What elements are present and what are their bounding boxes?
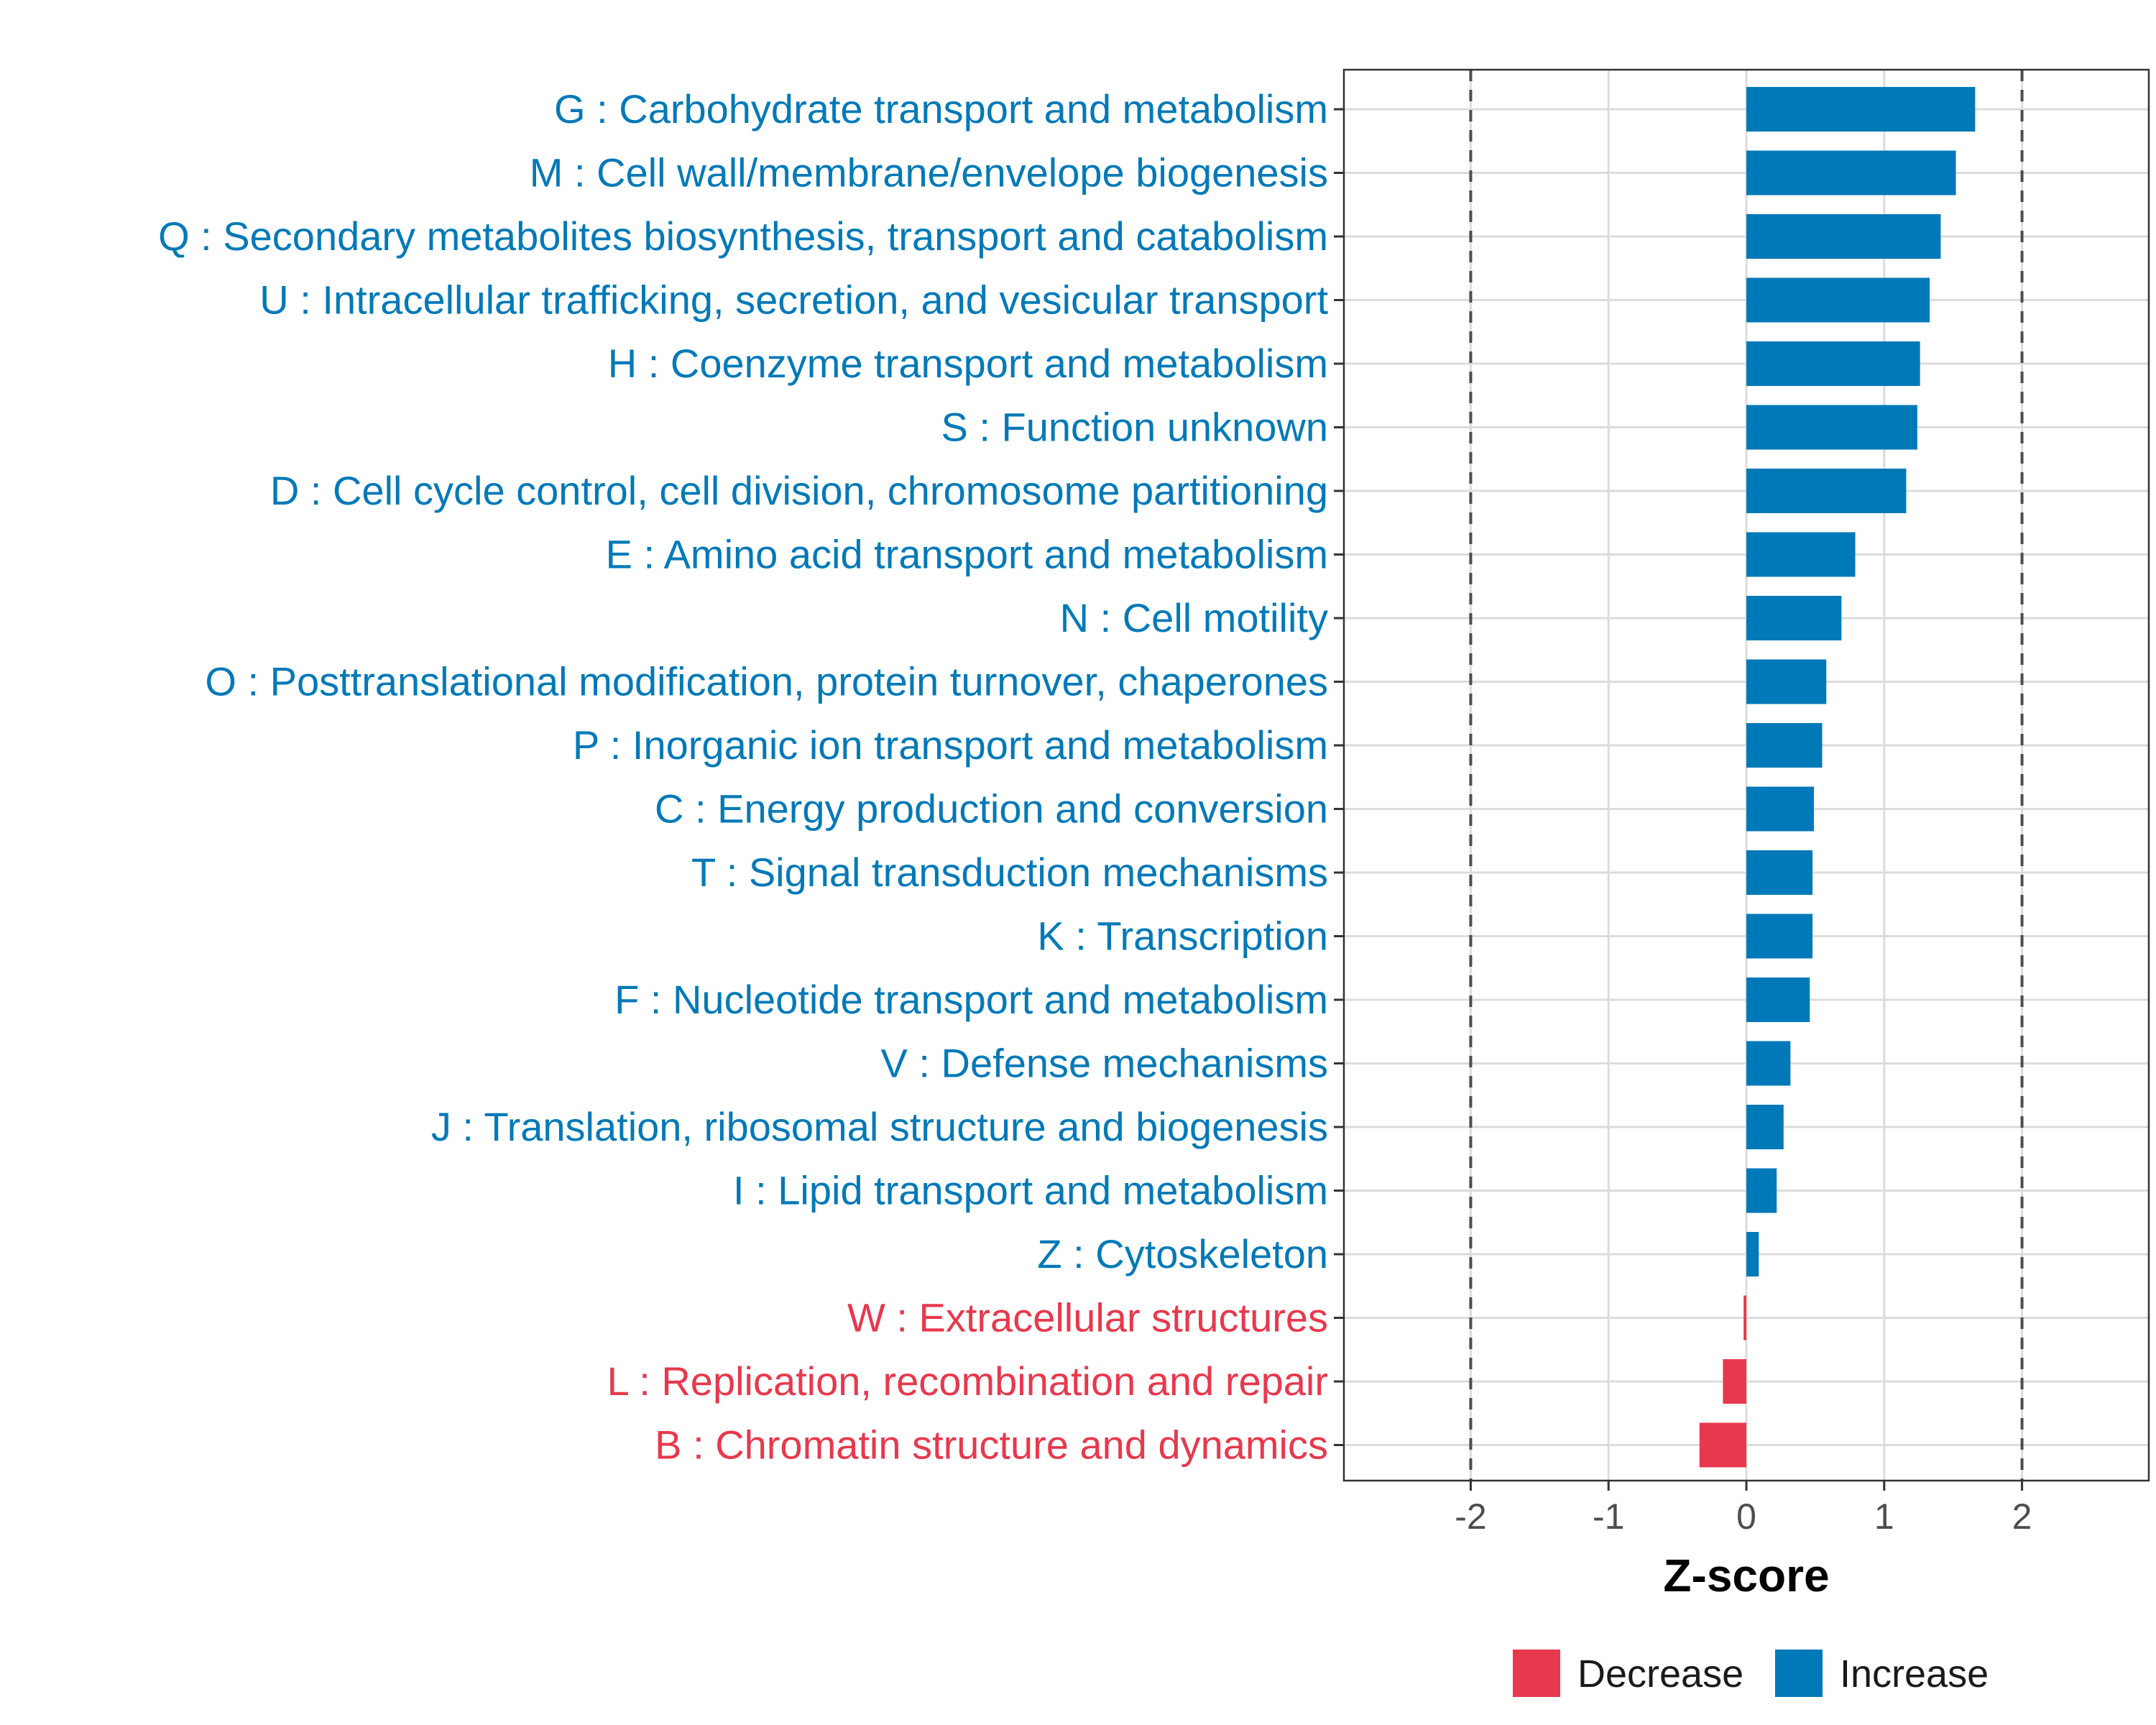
category-label-5: S : Function unknown bbox=[941, 405, 1328, 450]
bar-20 bbox=[1723, 1359, 1746, 1404]
bar-14 bbox=[1746, 978, 1810, 1022]
category-label-1: M : Cell wall/membrane/envelope biogenes… bbox=[530, 150, 1328, 196]
bar-11 bbox=[1746, 786, 1814, 832]
bar-6 bbox=[1746, 469, 1907, 513]
category-label-21: B : Chromatin structure and dynamics bbox=[655, 1422, 1328, 1468]
category-label-11: C : Energy production and conversion bbox=[655, 786, 1328, 832]
category-label-16: J : Translation, ribosomal structure and… bbox=[431, 1104, 1328, 1149]
bar-21 bbox=[1699, 1422, 1746, 1468]
category-label-4: H : Coenzyme transport and metabolism bbox=[608, 341, 1328, 386]
category-label-17: I : Lipid transport and metabolism bbox=[733, 1168, 1328, 1213]
legend-label-increase: Increase bbox=[1840, 1652, 1989, 1696]
reference-lines bbox=[1469, 70, 2024, 1481]
bar-4 bbox=[1746, 341, 1920, 386]
legend-key-increase bbox=[1775, 1650, 1823, 1697]
category-label-14: F : Nucleotide transport and metabolism bbox=[614, 977, 1328, 1022]
y-axis-ticks bbox=[1334, 108, 1344, 1446]
category-label-2: Q : Secondary metabolites biosynthesis, … bbox=[158, 213, 1328, 259]
category-label-13: K : Transcription bbox=[1037, 914, 1328, 959]
bar-5 bbox=[1746, 405, 1917, 450]
category-label-8: N : Cell motility bbox=[1060, 595, 1328, 640]
bars bbox=[1699, 87, 1976, 1468]
category-label-19: W : Extracellular structures bbox=[847, 1295, 1328, 1340]
bar-9 bbox=[1746, 659, 1827, 704]
x-tick-label-3: 1 bbox=[1874, 1496, 1894, 1537]
bar-0 bbox=[1746, 87, 1976, 132]
bar-7 bbox=[1746, 532, 1856, 577]
bar-13 bbox=[1746, 914, 1813, 959]
x-axis-ticks: -2 -1 0 1 2 bbox=[1455, 1481, 2032, 1537]
x-axis-title: Z-score bbox=[1663, 1550, 1829, 1601]
bar-10 bbox=[1746, 723, 1823, 768]
bar-3 bbox=[1746, 277, 1930, 323]
bar-12 bbox=[1746, 850, 1813, 895]
category-label-3: U : Intracellular trafficking, secretion… bbox=[259, 277, 1328, 323]
x-tick-label-0: -2 bbox=[1455, 1496, 1486, 1537]
category-label-15: V : Defense mechanisms bbox=[881, 1041, 1328, 1086]
x-tick-label-1: -1 bbox=[1593, 1496, 1624, 1537]
category-label-18: Z : Cytoskeleton bbox=[1037, 1231, 1328, 1276]
legend: Decrease Increase bbox=[1513, 1650, 1989, 1697]
bar-17 bbox=[1746, 1168, 1777, 1213]
y-axis-category-labels: G : Carbohydrate transport and metabolis… bbox=[158, 86, 1328, 1468]
legend-label-decrease: Decrease bbox=[1577, 1652, 1743, 1696]
bar-1 bbox=[1746, 150, 1956, 196]
bar-15 bbox=[1746, 1041, 1791, 1086]
legend-key-decrease bbox=[1513, 1650, 1560, 1697]
bar-19 bbox=[1743, 1295, 1746, 1340]
x-tick-label-2: 0 bbox=[1736, 1496, 1756, 1537]
bar-8 bbox=[1746, 596, 1842, 640]
category-label-6: D : Cell cycle control, cell division, c… bbox=[270, 468, 1328, 513]
x-tick-label-4: 2 bbox=[2012, 1496, 2032, 1537]
category-label-0: G : Carbohydrate transport and metabolis… bbox=[554, 86, 1328, 132]
category-label-9: O : Posttranslational modification, prot… bbox=[205, 659, 1328, 704]
bar-18 bbox=[1746, 1232, 1759, 1276]
category-label-7: E : Amino acid transport and metabolism bbox=[606, 532, 1328, 577]
category-label-12: T : Signal transduction mechanisms bbox=[691, 850, 1328, 895]
category-label-10: P : Inorganic ion transport and metaboli… bbox=[573, 722, 1328, 768]
bar-2 bbox=[1746, 214, 1941, 259]
bar-16 bbox=[1746, 1105, 1784, 1149]
category-label-20: L : Replication, recombination and repai… bbox=[607, 1358, 1328, 1404]
